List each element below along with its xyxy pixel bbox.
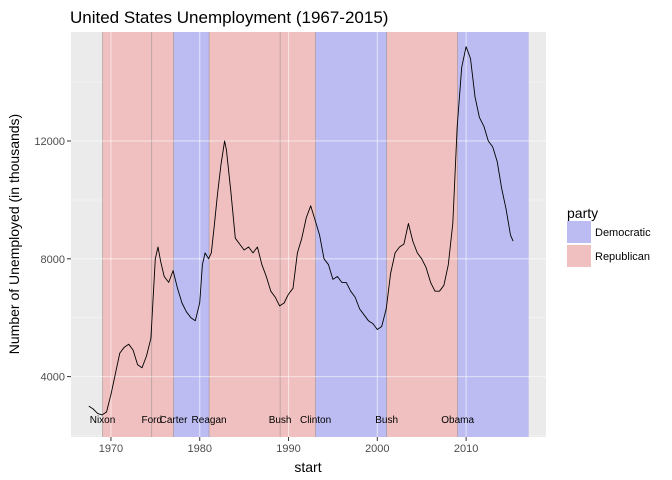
presidency-band	[151, 32, 174, 437]
y-axis-title: Number of Unemployed (in thousands)	[6, 114, 22, 354]
unemployment-line	[88, 46, 514, 416]
legend-items: Democratic Republican	[567, 221, 651, 267]
y-tick-label: 12000	[34, 136, 65, 148]
x-axis-title: start	[294, 459, 321, 475]
president-label: Bush	[269, 415, 292, 426]
president-label: Obama	[441, 415, 474, 426]
presidency-band	[173, 32, 210, 437]
y-tick-label: 8000	[41, 254, 65, 266]
president-label: Carter	[160, 415, 188, 426]
unemployment-series	[88, 46, 514, 416]
x-tick-label: 1990	[276, 443, 300, 455]
president-label: Ford	[142, 415, 163, 426]
x-axis-ticks: 1970 1980 1990 2000 2010	[99, 437, 478, 455]
legend-label-republican: Republican	[595, 251, 650, 263]
legend-key-democratic	[567, 221, 591, 243]
y-axis-ticks: 4000 8000 12000	[34, 136, 71, 384]
major-gridlines	[71, 32, 546, 437]
presidency-band	[209, 32, 281, 437]
x-tick-label: 2010	[454, 443, 478, 455]
legend-label-democratic: Democratic	[595, 227, 651, 239]
president-label: Bush	[375, 415, 398, 426]
x-tick-label: 1980	[187, 443, 211, 455]
presidency-band	[457, 32, 529, 437]
presidency-band	[315, 32, 387, 437]
legend-title: party	[567, 205, 598, 221]
presidency-band	[386, 32, 458, 437]
x-tick-label: 2000	[365, 443, 389, 455]
legend-key-republican	[567, 245, 591, 267]
president-label: Clinton	[300, 415, 331, 426]
presidency-band	[280, 32, 316, 437]
y-tick-label: 4000	[41, 372, 65, 384]
legend: party Democratic Republican	[567, 205, 651, 267]
president-label: Nixon	[90, 415, 116, 426]
chart-title: United States Unemployment (1967-2015)	[70, 8, 388, 27]
president-label: Reagan	[192, 415, 227, 426]
x-tick-label: 1970	[99, 443, 123, 455]
